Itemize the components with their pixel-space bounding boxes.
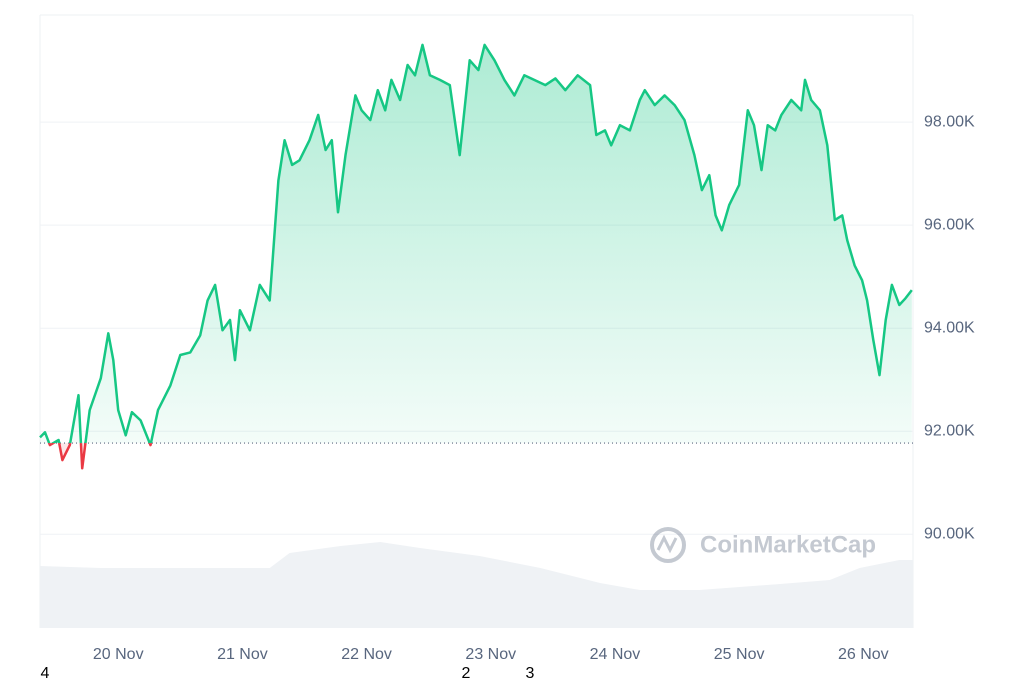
annotation: 3: [526, 665, 535, 682]
x-tick-label: 22 Nov: [341, 646, 392, 663]
x-tick-label: 26 Nov: [838, 646, 889, 663]
x-tick-label: 25 Nov: [714, 646, 765, 663]
watermark: CoinMarketCap: [650, 527, 876, 563]
watermark-text: CoinMarketCap: [700, 531, 876, 558]
y-tick-label: 96.00K: [924, 216, 975, 233]
x-tick-label: 20 Nov: [93, 646, 144, 663]
y-tick-label: 90.00K: [924, 525, 975, 542]
y-tick-label: 94.00K: [924, 319, 975, 336]
x-tick-label: 24 Nov: [590, 646, 641, 663]
annotation: 2: [462, 665, 471, 682]
annotation: 4: [41, 665, 50, 682]
x-tick-label: 21 Nov: [217, 646, 268, 663]
y-tick-label: 92.00K: [924, 422, 975, 439]
x-tick-label: 23 Nov: [465, 646, 516, 663]
price-line: [39, 43, 913, 444]
y-tick-label: 98.00K: [924, 113, 975, 130]
price-area: [40, 44, 912, 444]
volume-area: [40, 542, 913, 628]
